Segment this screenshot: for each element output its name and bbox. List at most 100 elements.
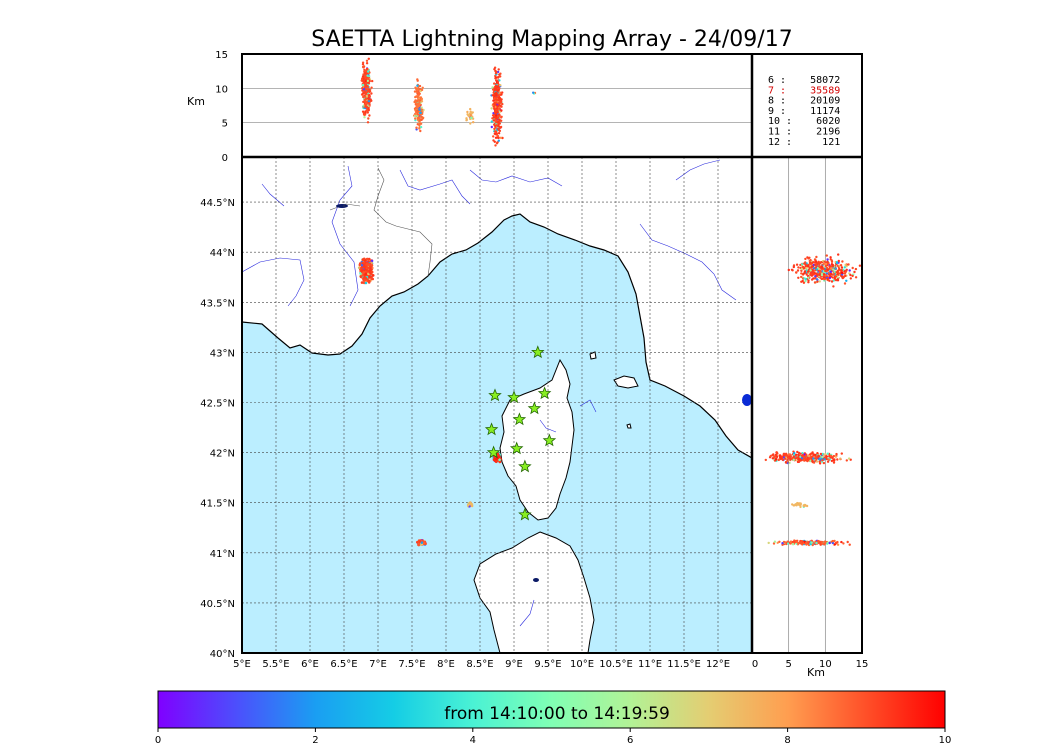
source-point bbox=[821, 541, 824, 545]
source-point bbox=[783, 541, 786, 544]
source-point bbox=[418, 540, 422, 543]
source-point bbox=[497, 102, 500, 105]
source-point bbox=[812, 270, 815, 273]
legend-entry: 8 : 20109 bbox=[768, 96, 840, 107]
source-point bbox=[470, 116, 473, 120]
source-point bbox=[786, 542, 790, 545]
map-x-tick-label: 7°E bbox=[369, 659, 387, 670]
source-point bbox=[500, 109, 503, 112]
source-point bbox=[804, 263, 807, 266]
source-point bbox=[816, 456, 819, 459]
source-point bbox=[495, 93, 498, 97]
source-point bbox=[496, 456, 500, 459]
source-point bbox=[829, 454, 833, 458]
source-point bbox=[418, 84, 422, 88]
map-x-tick-label: 5°E bbox=[233, 659, 251, 670]
source-point bbox=[494, 91, 498, 95]
source-point bbox=[806, 459, 809, 463]
station-marker bbox=[531, 345, 545, 359]
source-point bbox=[796, 450, 799, 454]
map-y-tick-label: 41.5°N bbox=[200, 499, 235, 510]
source-point bbox=[784, 461, 788, 464]
source-point bbox=[807, 454, 811, 458]
station-marker bbox=[488, 388, 502, 402]
source-point bbox=[769, 454, 772, 458]
source-point bbox=[764, 458, 767, 462]
source-point bbox=[845, 459, 848, 462]
source-point bbox=[416, 113, 420, 116]
map-y-tick-label: 40°N bbox=[210, 649, 235, 660]
source-point bbox=[784, 452, 788, 455]
colorbar-tick-label: 0 bbox=[155, 735, 161, 746]
source-point bbox=[832, 285, 835, 288]
source-point bbox=[415, 95, 418, 98]
source-point bbox=[837, 272, 840, 275]
source-point bbox=[828, 265, 831, 268]
lat-alt-panel: 0 5 10 15 Km bbox=[742, 157, 868, 679]
source-point bbox=[841, 260, 844, 263]
source-point bbox=[832, 461, 836, 464]
source-point bbox=[847, 263, 850, 266]
source-point bbox=[851, 266, 854, 270]
source-point bbox=[805, 273, 808, 276]
source-point bbox=[797, 453, 800, 457]
source-point bbox=[363, 79, 366, 82]
source-point bbox=[469, 122, 472, 125]
source-point bbox=[801, 454, 804, 457]
source-point bbox=[833, 539, 836, 543]
source-point bbox=[815, 255, 818, 259]
source-point bbox=[362, 88, 366, 91]
source-point bbox=[776, 452, 779, 455]
source-point bbox=[803, 277, 806, 280]
source-point bbox=[828, 541, 831, 545]
source-point bbox=[802, 456, 806, 459]
source-point bbox=[415, 110, 419, 114]
source-point bbox=[809, 269, 812, 272]
colorbar-tick-label: 2 bbox=[312, 735, 318, 746]
source-point bbox=[799, 452, 802, 455]
colorbar-ticks: 0 2 4 6 8 10 bbox=[155, 728, 951, 746]
source-point bbox=[494, 76, 498, 79]
source-point bbox=[358, 266, 361, 269]
source-point bbox=[415, 128, 418, 131]
lat-alt-band bbox=[787, 253, 862, 288]
source-point bbox=[497, 132, 501, 135]
map-lightning-sources bbox=[357, 257, 502, 547]
alt-lon-column bbox=[413, 78, 425, 133]
source-point bbox=[842, 542, 845, 545]
source-point bbox=[799, 542, 802, 545]
source-point bbox=[360, 281, 364, 284]
source-point bbox=[778, 458, 781, 461]
source-point bbox=[420, 88, 424, 92]
colorbar-label: from 14:10:00 to 14:19:59 bbox=[444, 704, 670, 724]
source-point bbox=[362, 95, 365, 98]
source-point bbox=[371, 79, 374, 83]
source-point bbox=[497, 125, 501, 128]
source-point bbox=[368, 79, 371, 83]
source-point bbox=[795, 540, 798, 544]
source-point bbox=[832, 454, 836, 458]
source-point bbox=[370, 92, 373, 95]
lat-alt-sources bbox=[764, 253, 862, 547]
colorbar-tick-label: 4 bbox=[470, 735, 476, 746]
source-point bbox=[367, 70, 370, 73]
source-point bbox=[848, 269, 851, 272]
map-source-cluster bbox=[416, 539, 427, 547]
source-point bbox=[419, 125, 423, 129]
source-point bbox=[799, 505, 802, 509]
source-point bbox=[815, 268, 819, 271]
source-point bbox=[804, 504, 807, 507]
legend-entry: 10 : 6020 bbox=[768, 116, 840, 127]
station-marker bbox=[527, 401, 542, 415]
source-point bbox=[532, 91, 535, 94]
source-point bbox=[849, 277, 852, 280]
source-point bbox=[363, 68, 366, 72]
source-point bbox=[792, 504, 795, 507]
source-point bbox=[816, 452, 819, 455]
source-point bbox=[364, 81, 367, 85]
source-point bbox=[492, 99, 495, 102]
source-point bbox=[419, 111, 422, 115]
source-point bbox=[418, 127, 421, 130]
